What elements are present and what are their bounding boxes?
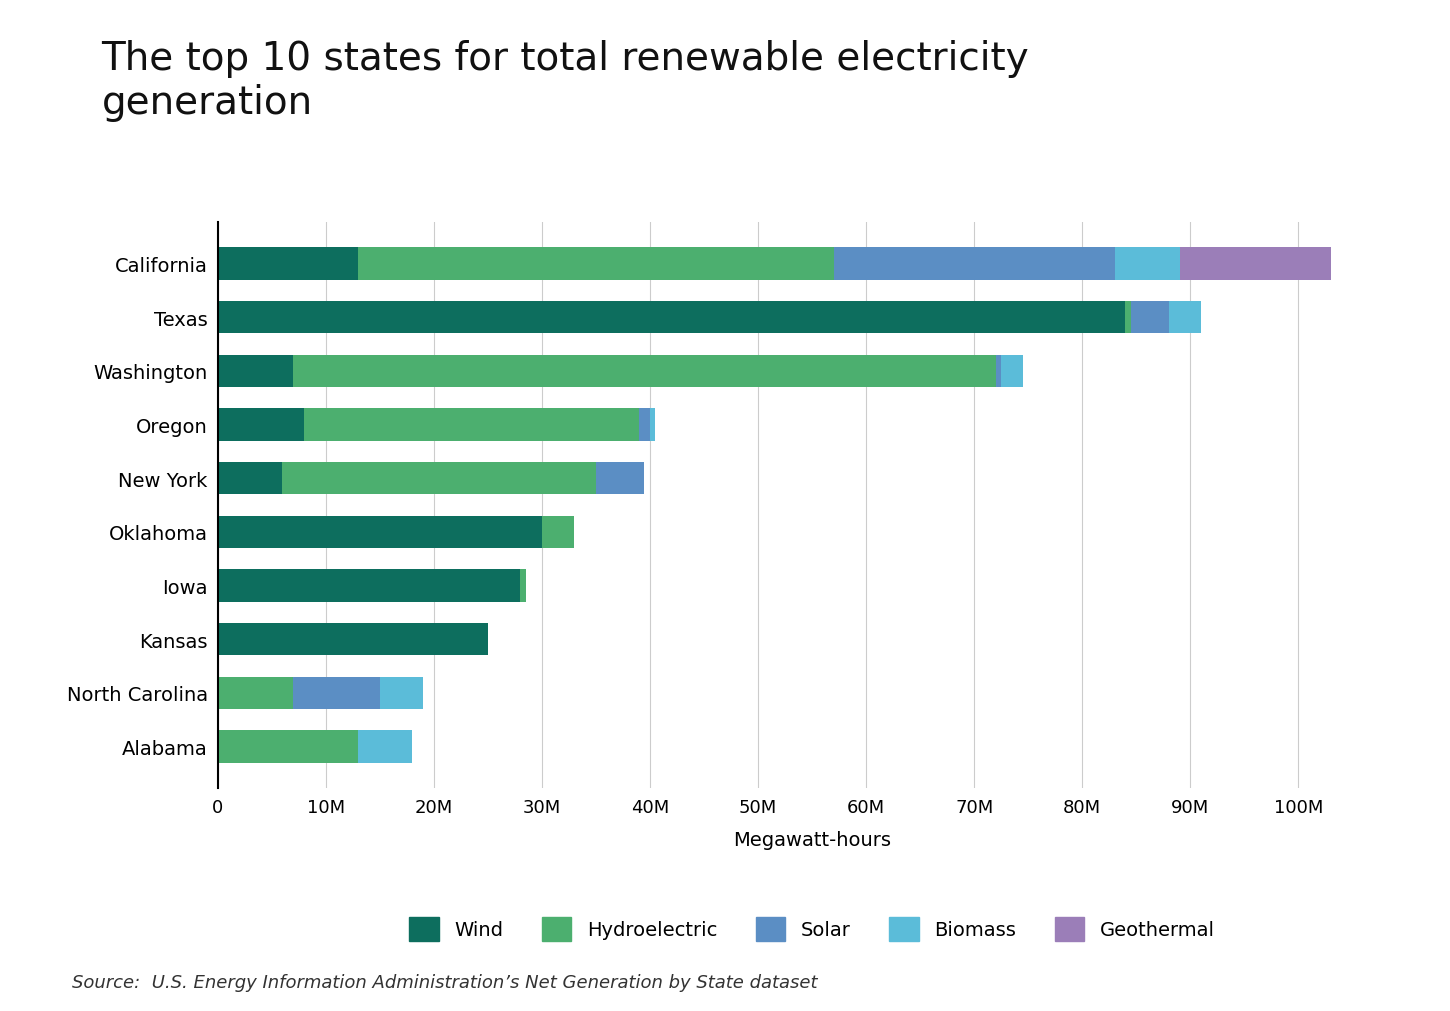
Bar bbox=[521, 570, 525, 602]
Bar bbox=[218, 624, 487, 655]
Bar bbox=[304, 409, 639, 441]
Bar bbox=[218, 517, 542, 548]
Bar bbox=[1169, 301, 1201, 334]
X-axis label: Megawatt-hours: Megawatt-hours bbox=[734, 830, 890, 849]
Text: Source:  U.S. Energy Information Administration’s Net Generation by State datase: Source: U.S. Energy Information Administ… bbox=[72, 973, 818, 991]
Bar bbox=[218, 677, 293, 710]
Bar bbox=[650, 409, 655, 441]
Bar bbox=[358, 248, 834, 280]
Bar bbox=[1179, 248, 1331, 280]
Bar bbox=[996, 356, 1000, 387]
Bar bbox=[1000, 356, 1022, 387]
Bar bbox=[218, 409, 304, 441]
Bar bbox=[1131, 301, 1169, 334]
Bar bbox=[834, 248, 1115, 280]
Bar bbox=[1125, 301, 1131, 334]
Bar bbox=[218, 463, 283, 494]
Bar bbox=[218, 570, 521, 602]
Bar bbox=[218, 301, 1125, 334]
Bar bbox=[639, 409, 650, 441]
Bar bbox=[380, 677, 423, 710]
Bar bbox=[1115, 248, 1179, 280]
Bar bbox=[358, 731, 412, 763]
Bar bbox=[293, 677, 380, 710]
Bar bbox=[218, 248, 358, 280]
Legend: Wind, Hydroelectric, Solar, Biomass, Geothermal: Wind, Hydroelectric, Solar, Biomass, Geo… bbox=[402, 910, 1222, 948]
Bar bbox=[283, 463, 596, 494]
Text: The top 10 states for total renewable electricity
generation: The top 10 states for total renewable el… bbox=[102, 40, 1030, 122]
Bar bbox=[218, 731, 358, 763]
Bar bbox=[293, 356, 996, 387]
Bar bbox=[542, 517, 574, 548]
Bar bbox=[596, 463, 644, 494]
Bar bbox=[218, 356, 293, 387]
